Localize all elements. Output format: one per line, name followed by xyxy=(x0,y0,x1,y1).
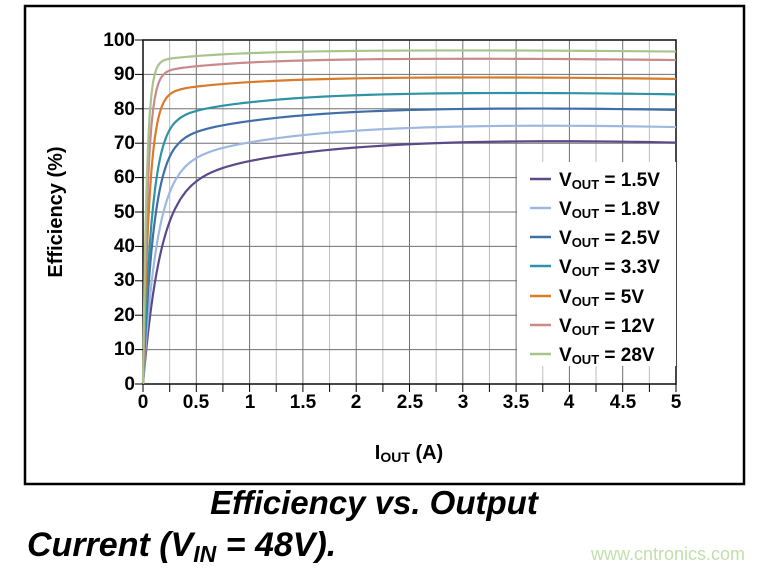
svg-text:90: 90 xyxy=(114,64,135,85)
svg-text:1.5: 1.5 xyxy=(290,392,317,413)
svg-text:30: 30 xyxy=(114,270,135,291)
svg-text:5: 5 xyxy=(671,392,682,413)
svg-text:2: 2 xyxy=(351,392,362,413)
svg-text:Efficiency (%): Efficiency (%) xyxy=(45,146,67,277)
svg-text:3.5: 3.5 xyxy=(503,392,530,413)
svg-text:Efficiency vs. Output: Efficiency vs. Output xyxy=(210,484,540,521)
svg-text:20: 20 xyxy=(114,305,135,326)
svg-text:60: 60 xyxy=(114,167,135,188)
svg-text:70: 70 xyxy=(114,133,135,154)
svg-text:2.5: 2.5 xyxy=(397,392,424,413)
svg-text:Current (VIN = 48V).: Current (VIN = 48V). xyxy=(27,526,336,567)
svg-text:3: 3 xyxy=(458,392,469,413)
svg-text:4: 4 xyxy=(564,392,575,413)
svg-text:0.5: 0.5 xyxy=(183,392,210,413)
svg-text:40: 40 xyxy=(114,236,135,257)
svg-text:100: 100 xyxy=(103,30,135,51)
svg-text:0: 0 xyxy=(138,392,149,413)
svg-text:www.cntronics.com: www.cntronics.com xyxy=(590,544,745,564)
svg-text:10: 10 xyxy=(114,339,135,360)
svg-text:50: 50 xyxy=(114,202,135,223)
svg-text:0: 0 xyxy=(124,374,135,395)
svg-text:4.5: 4.5 xyxy=(610,392,637,413)
svg-text:1: 1 xyxy=(245,392,256,413)
svg-text:80: 80 xyxy=(114,99,135,120)
svg-text:IOUT (A): IOUT (A) xyxy=(375,442,443,465)
